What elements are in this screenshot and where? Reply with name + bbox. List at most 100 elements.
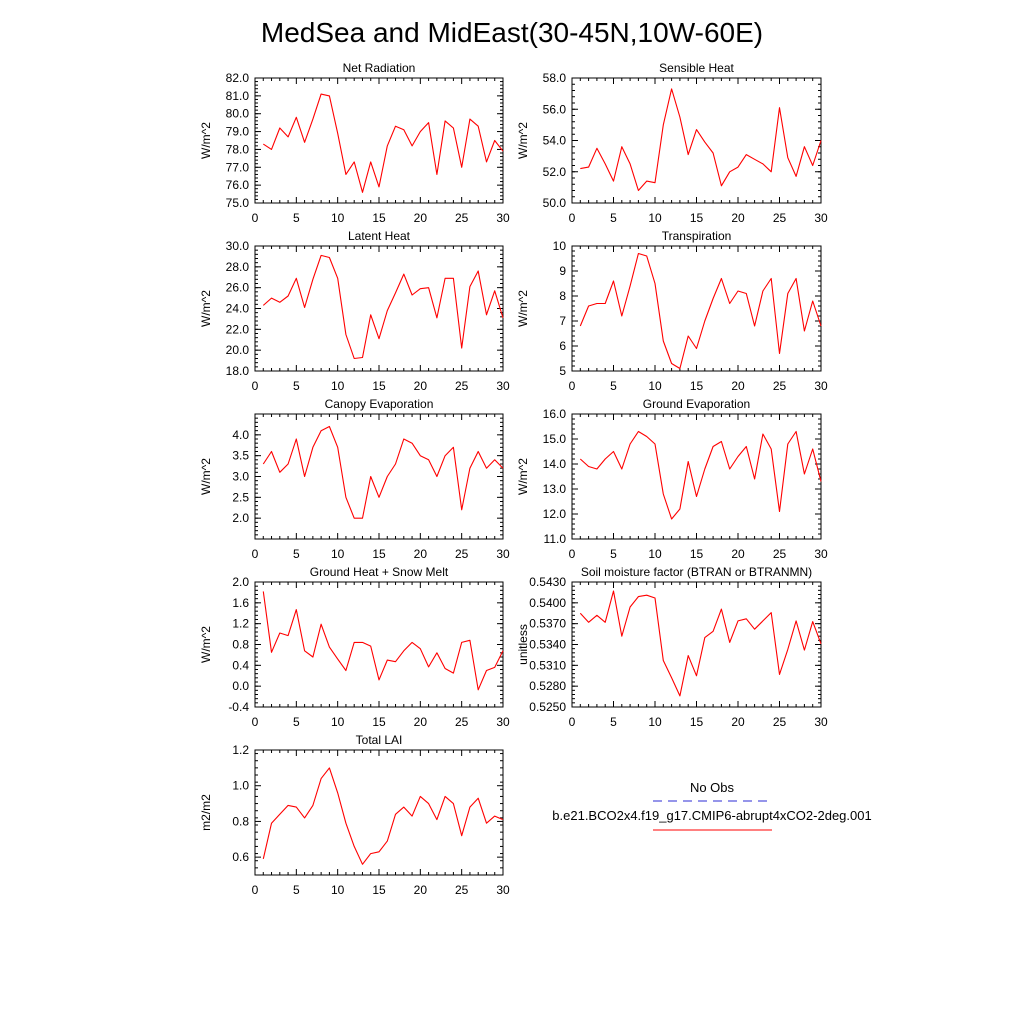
y-tick-label: 2.0 <box>232 575 249 589</box>
x-tick-label: 15 <box>372 547 386 561</box>
x-tick-label: 20 <box>414 547 428 561</box>
series-line-0 <box>262 425 504 519</box>
x-tick-label: 10 <box>648 715 662 729</box>
panel-canopy-evaporation: Canopy Evaporation W/m^2 0 5 10 15 20 25 30 2.0 2.… <box>199 397 510 561</box>
y-tick-label: 58.0 <box>543 71 567 85</box>
y-axis-label: W/m^2 <box>199 626 213 663</box>
y-tick-label: 30.0 <box>226 239 250 253</box>
panel-title: Soil moisture factor (BTRAN or BTRANMN) <box>581 565 812 579</box>
panel-net-radiation: Net Radiation W/m^2 0 5 10 15 20 25 30 75.0 76.0 77… <box>199 61 510 225</box>
y-tick-label: 0.5400 <box>529 596 566 610</box>
x-tick-label: 25 <box>455 715 469 729</box>
y-tick-label: 22.0 <box>226 322 250 336</box>
y-tick-label: 3.0 <box>232 470 249 484</box>
y-tick-label: 3.5 <box>232 449 249 463</box>
y-tick-label: 0.5370 <box>529 617 566 631</box>
x-tick-label: 5 <box>293 883 300 897</box>
x-tick-label: 15 <box>372 379 386 393</box>
y-tick-label: 0.5310 <box>529 658 566 672</box>
x-tick-label: 25 <box>455 547 469 561</box>
x-tick-label: 25 <box>773 715 787 729</box>
x-tick-label: 5 <box>610 715 617 729</box>
x-tick-label: 15 <box>372 715 386 729</box>
x-tick-label: 5 <box>610 547 617 561</box>
y-axis-label: W/m^2 <box>516 458 530 495</box>
x-tick-label: 20 <box>731 547 745 561</box>
series-line-0 <box>262 591 504 691</box>
x-tick-label: 10 <box>648 211 662 225</box>
x-tick-label: 25 <box>773 211 787 225</box>
x-tick-label: 0 <box>569 547 576 561</box>
x-tick-label: 10 <box>648 547 662 561</box>
panel-title: Net Radiation <box>343 61 416 75</box>
y-tick-label: 28.0 <box>226 260 250 274</box>
panel-title: Canopy Evaporation <box>325 397 434 411</box>
y-tick-label: 9 <box>559 264 566 278</box>
page-title: MedSea and MidEast(30-45N,10W-60E) <box>261 17 763 48</box>
x-tick-label: 20 <box>414 211 428 225</box>
x-tick-label: 0 <box>569 715 576 729</box>
y-tick-label: 0.5250 <box>529 700 566 714</box>
x-tick-label: 0 <box>569 211 576 225</box>
y-axis-label: W/m^2 <box>199 290 213 327</box>
series-line-0 <box>262 254 504 360</box>
x-tick-label: 15 <box>690 547 704 561</box>
legend-label-no-obs: No Obs <box>690 780 735 795</box>
y-tick-label: 80.0 <box>226 107 250 121</box>
y-axis-label: unitless <box>516 624 530 665</box>
panel-title: Sensible Heat <box>659 61 734 75</box>
panel-ground-evaporation: Ground Evaporation W/m^2 0 5 10 15 20 25 30 11.0 1… <box>516 397 828 561</box>
panel-total-lai: Total LAI m2/m2 0 5 10 15 20 25 30 0.6 0.8 1.0 1.2 <box>199 733 510 897</box>
x-tick-label: 30 <box>496 547 510 561</box>
y-tick-label: 78.0 <box>226 142 250 156</box>
x-tick-label: 10 <box>331 715 345 729</box>
y-tick-label: 76.0 <box>226 178 250 192</box>
y-tick-label: 1.2 <box>232 743 249 757</box>
x-tick-label: 15 <box>372 211 386 225</box>
y-tick-label: 77.0 <box>226 160 250 174</box>
y-tick-label: 2.0 <box>232 511 249 525</box>
y-tick-label: 79.0 <box>226 125 250 139</box>
panel-latent-heat: Latent Heat W/m^2 0 5 10 15 20 25 30 18.0 20.0 22.0… <box>199 229 510 393</box>
x-tick-label: 30 <box>814 547 828 561</box>
x-tick-label: 5 <box>293 379 300 393</box>
y-axis-label: W/m^2 <box>516 290 530 327</box>
x-tick-label: 25 <box>455 379 469 393</box>
y-tick-label: 0.6 <box>232 850 249 864</box>
y-tick-label: 2.5 <box>232 490 249 504</box>
series-line-0 <box>579 252 822 370</box>
x-tick-label: 25 <box>455 883 469 897</box>
x-tick-label: 0 <box>252 883 259 897</box>
series-line-0 <box>579 430 822 520</box>
panel-title: Transpiration <box>662 229 732 243</box>
x-tick-label: 5 <box>610 379 617 393</box>
x-tick-label: 20 <box>414 379 428 393</box>
plot-frame <box>254 581 504 708</box>
y-tick-label: 10 <box>553 239 567 253</box>
y-tick-label: 16.0 <box>543 407 567 421</box>
y-tick-label: 56.0 <box>543 102 567 116</box>
y-tick-label: 8 <box>559 289 566 303</box>
x-tick-label: 5 <box>293 547 300 561</box>
y-tick-label: 0.5340 <box>529 638 566 652</box>
y-tick-label: 5 <box>559 364 566 378</box>
y-tick-label: 0.5280 <box>529 679 566 693</box>
panel-title: Ground Heat + Snow Melt <box>310 565 449 579</box>
series-line-0 <box>579 590 822 697</box>
x-tick-label: 0 <box>252 547 259 561</box>
x-tick-label: 20 <box>731 379 745 393</box>
plot-frame <box>254 749 504 876</box>
x-tick-label: 30 <box>814 379 828 393</box>
x-tick-label: 0 <box>252 211 259 225</box>
y-tick-label: 54.0 <box>543 134 567 148</box>
panel-sensible-heat: Sensible Heat W/m^2 0 5 10 15 20 25 30 50.0 52.0 54… <box>516 61 828 225</box>
y-tick-label: 15.0 <box>543 432 567 446</box>
y-tick-label: 52.0 <box>543 165 567 179</box>
x-tick-label: 20 <box>414 883 428 897</box>
x-tick-label: 30 <box>496 883 510 897</box>
series-line-0 <box>262 767 504 865</box>
y-tick-label: 14.0 <box>543 457 567 471</box>
series-line-0 <box>580 88 822 192</box>
y-axis-label: W/m^2 <box>199 122 213 159</box>
x-tick-label: 0 <box>569 379 576 393</box>
